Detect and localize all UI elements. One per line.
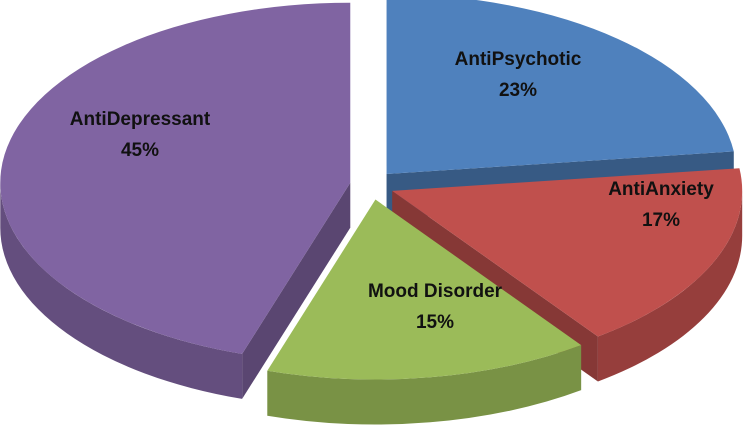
slice-label: AntiPsychotic [455,49,582,70]
slice-value-label: 17% [642,210,680,231]
slice-value-label: 45% [121,140,159,161]
slice [392,168,743,337]
slice-value-label: 15% [416,312,454,333]
slice-label: AntiDepressant [70,109,211,130]
slice-value-label: 23% [499,80,537,101]
slice-label: AntiAnxiety [608,179,714,200]
slice-wall [597,190,743,382]
slice-label: Mood Disorder [368,281,503,302]
slice-side [242,182,351,399]
slice [267,199,582,380]
slice [386,0,734,174]
slice-wall [267,345,582,425]
slice [0,2,351,354]
slice-wall [0,182,243,399]
